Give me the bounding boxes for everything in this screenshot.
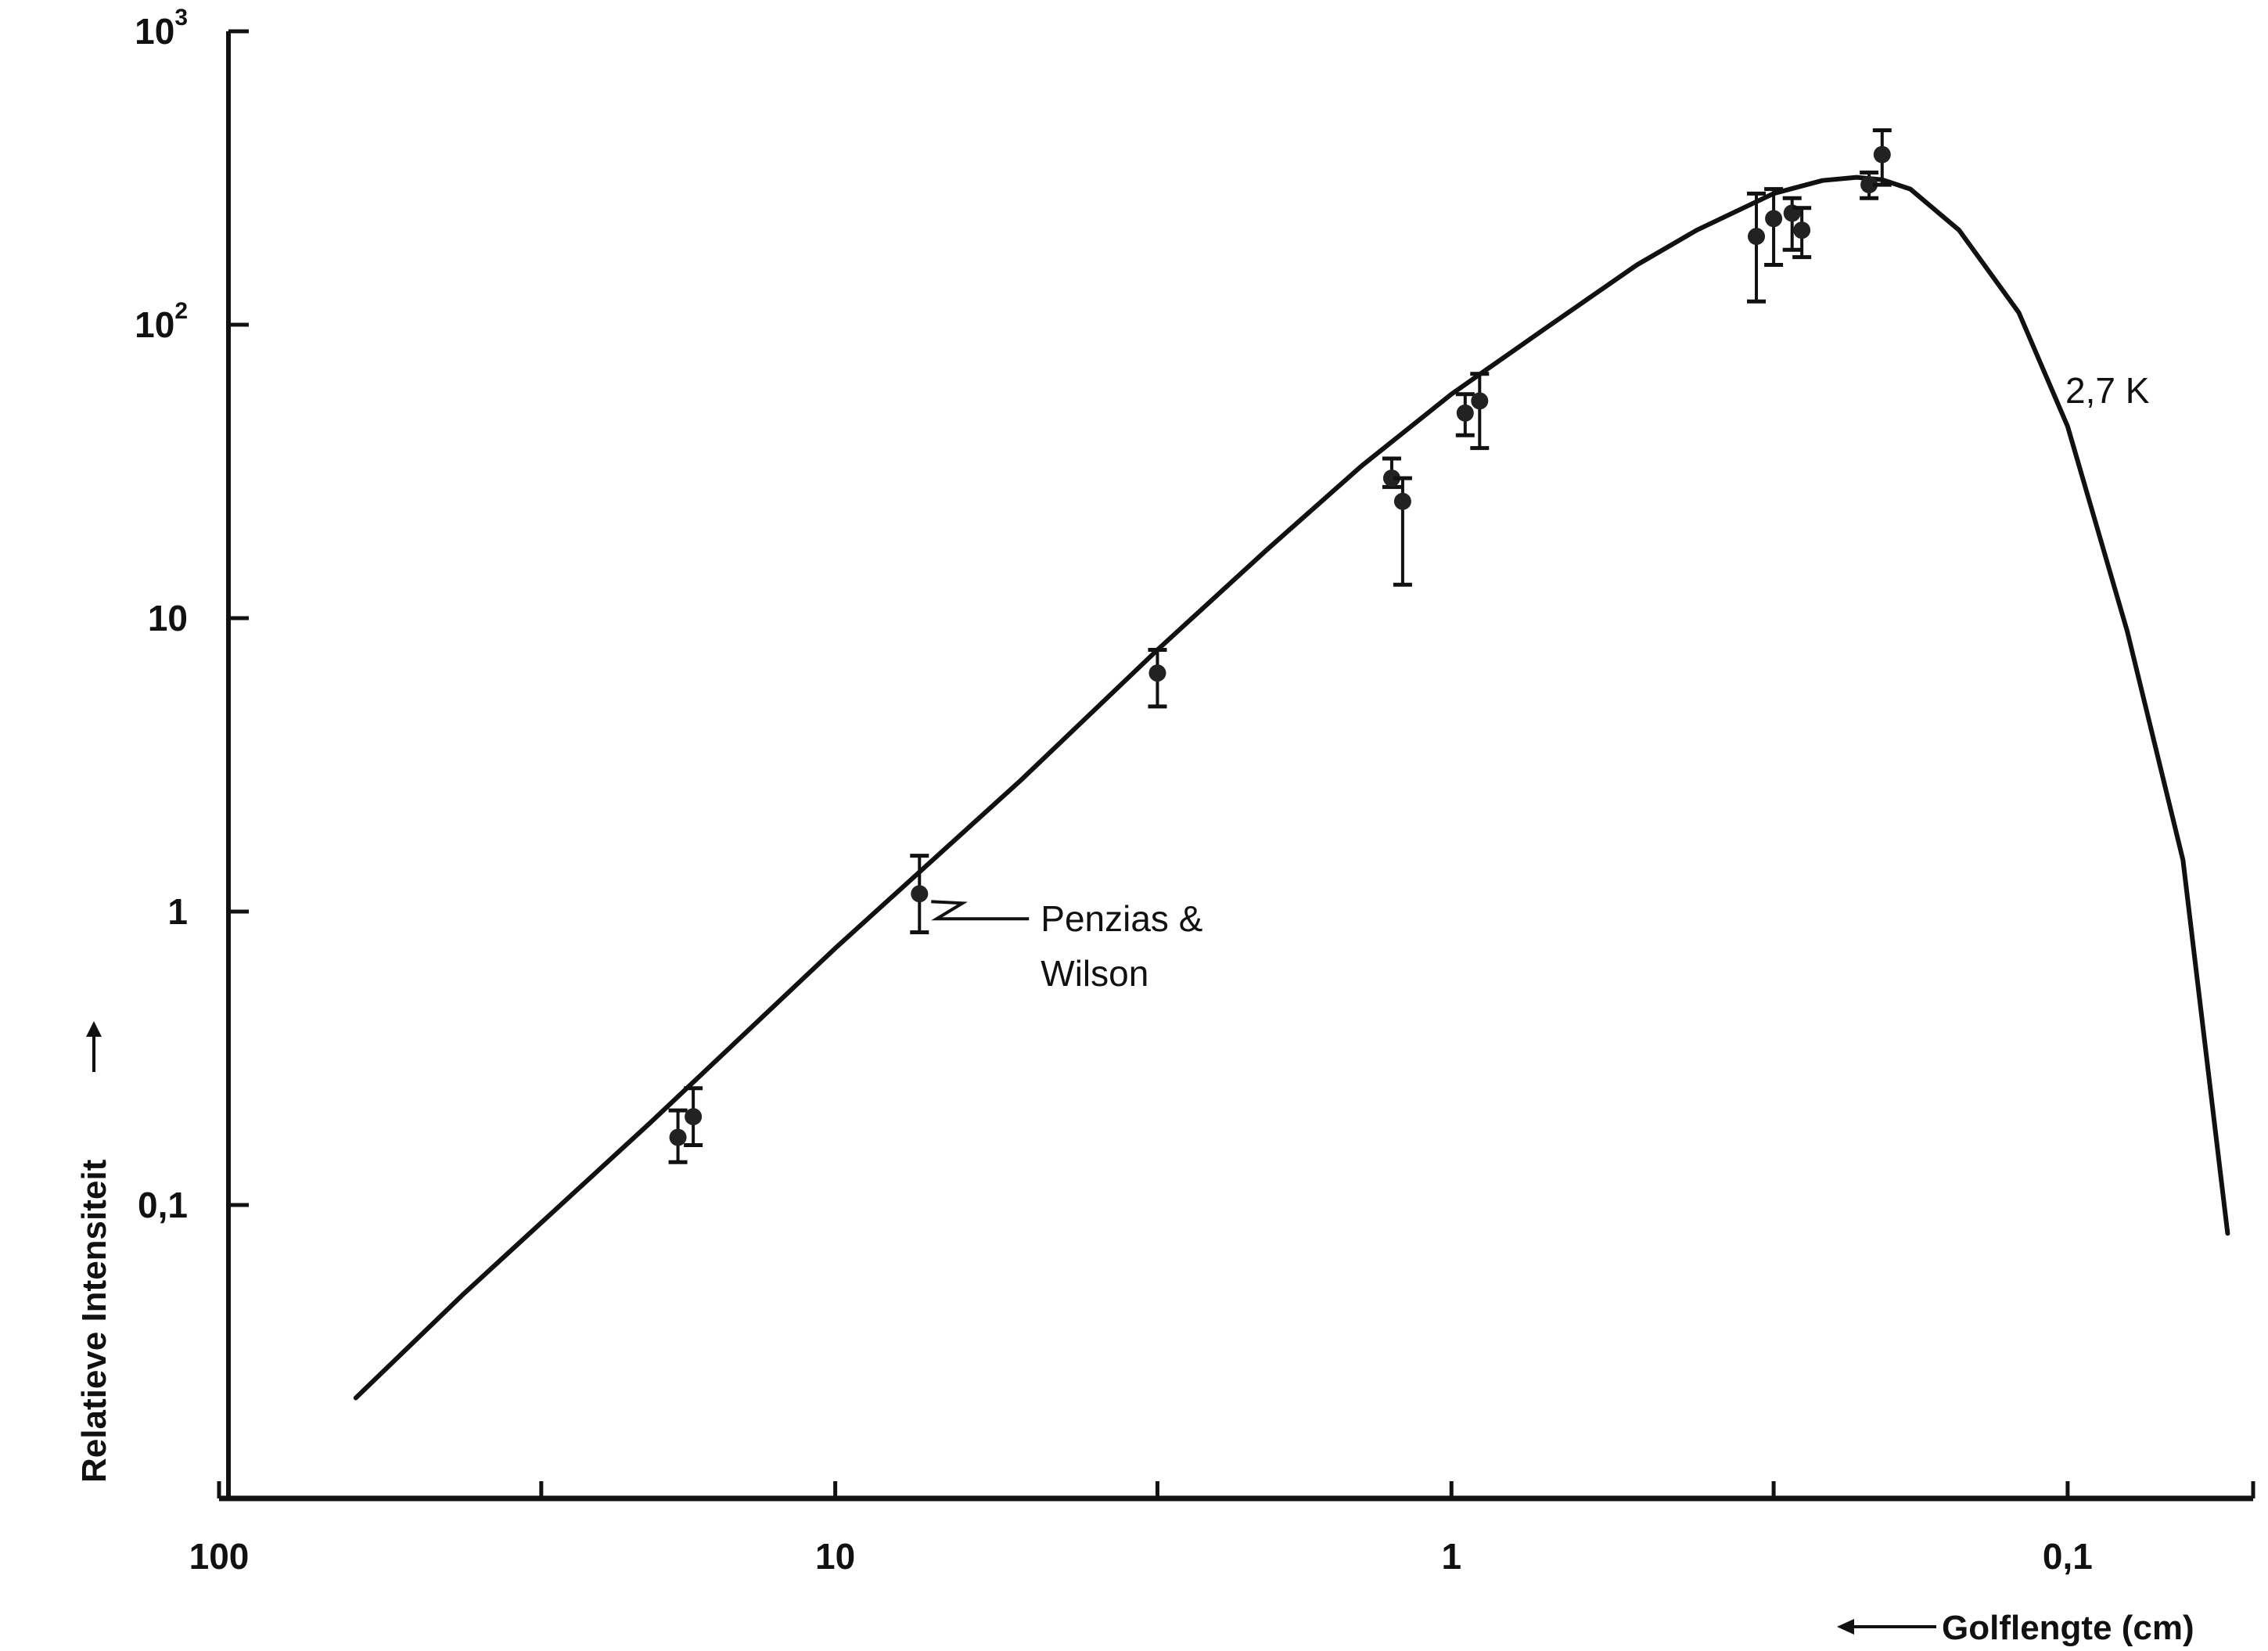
y-tick-label: 102 xyxy=(135,298,188,345)
x-tick-label: 100 xyxy=(189,1536,250,1577)
blackbody-curve xyxy=(353,174,2230,1401)
data-point xyxy=(669,1128,687,1146)
penzias-wilson-label: Penzias & xyxy=(1041,898,1202,939)
series-layer xyxy=(353,128,2230,1401)
x-axis-title: Golflengte (cm) xyxy=(1837,1609,2194,1647)
y-tick-base: 10 xyxy=(148,598,188,638)
data-point xyxy=(1148,664,1166,682)
penzias-wilson-leader xyxy=(931,900,1030,921)
data-point xyxy=(1873,146,1891,164)
data-point xyxy=(685,1108,703,1126)
data-point xyxy=(1382,469,1400,487)
data-point xyxy=(1393,492,1411,510)
y-axis-label: Relatieve Intensiteit xyxy=(75,1159,113,1483)
y-tick-exponent: 3 xyxy=(174,5,188,31)
data-point xyxy=(911,885,929,903)
data-point xyxy=(1793,221,1811,239)
penzias-wilson-label: Wilson xyxy=(1041,953,1148,994)
y-axis-arrow-head xyxy=(86,1021,102,1037)
data-point xyxy=(1748,228,1766,246)
y-tick-base: 10 xyxy=(135,304,174,345)
axes xyxy=(219,31,2253,1502)
data-point xyxy=(1860,176,1878,194)
x-tick-label: 10 xyxy=(815,1536,855,1577)
y-tick-label: 0,1 xyxy=(138,1185,188,1225)
x-tick-label: 1 xyxy=(1441,1536,1461,1577)
annotations: Penzias & Wilson 2,7 K xyxy=(931,370,2150,994)
y-tick-label: 103 xyxy=(135,5,188,52)
y-tick-label: 1 xyxy=(167,891,188,932)
x-axis-label: Golflengte (cm) xyxy=(1942,1609,2194,1647)
y-tick-base: 10 xyxy=(135,11,174,52)
data-point xyxy=(1471,392,1489,410)
y-axis-title: Relatieve Intensiteit xyxy=(75,1021,113,1483)
data-point xyxy=(1456,404,1474,422)
temperature-label: 2,7 K xyxy=(2065,370,2150,411)
y-tick-base: 1 xyxy=(167,891,188,932)
x-tick-label: 0,1 xyxy=(2043,1536,2093,1577)
y-tick-exponent: 2 xyxy=(174,298,188,324)
y-tick-label: 10 xyxy=(148,598,188,638)
data-point xyxy=(1765,210,1783,228)
y-tick-base: 0,1 xyxy=(138,1185,188,1225)
x-axis-arrow-head xyxy=(1837,1619,1854,1635)
